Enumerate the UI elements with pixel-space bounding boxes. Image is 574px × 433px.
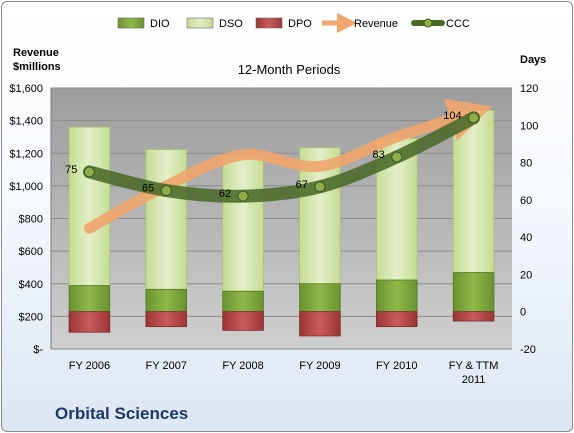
left-tick-label: $1,000 <box>9 181 43 193</box>
ccc-point <box>237 190 249 202</box>
left-tick-label: $1,600 <box>9 83 43 95</box>
dpo-bar <box>222 311 264 331</box>
ccc-data-label: 67 <box>296 179 308 191</box>
legend-label: Revenue <box>354 18 398 30</box>
category-label: 2011 <box>462 374 486 386</box>
left-axis-label-line2: $millions <box>13 61 61 73</box>
legend-swatch <box>255 17 283 29</box>
legend-label: DSO <box>219 18 243 30</box>
dio-bar <box>222 290 264 313</box>
ccc-point <box>83 166 95 178</box>
dso-bar <box>145 149 188 290</box>
left-axis-label-line1: Revenue <box>13 47 59 59</box>
ccc-data-label: 62 <box>219 188 231 200</box>
left-tick-label: $600 <box>19 246 43 258</box>
right-tick-label: 60 <box>520 195 532 207</box>
left-tick-label: $800 <box>19 214 43 226</box>
dpo-bar <box>299 311 341 337</box>
legend-label: CCC <box>446 18 470 30</box>
dpo-bar <box>375 311 418 328</box>
dio-bar <box>452 272 495 313</box>
ccc-data-label: 65 <box>142 183 154 195</box>
ccc-data-label: 75 <box>65 164 77 176</box>
ccc-point <box>391 151 403 163</box>
left-tick-label: $200 <box>19 311 43 323</box>
legend-marker <box>423 18 433 28</box>
legend-item-dio: DIO <box>117 17 170 30</box>
ccc-data-label: 104 <box>443 110 461 122</box>
ccc-point <box>468 112 480 124</box>
legend-swatch <box>186 17 214 29</box>
legend-label: DPO <box>288 18 312 30</box>
right-tick-label: 100 <box>520 120 538 132</box>
left-tick-label: $400 <box>19 279 43 291</box>
legend-swatch <box>117 17 145 29</box>
legend-item-ccc: CCC <box>411 18 470 30</box>
right-axis-label: Days <box>520 54 546 66</box>
category-label: FY 2010 <box>376 360 417 372</box>
right-tick-label: 40 <box>520 232 532 244</box>
legend-label: DIO <box>150 18 170 30</box>
right-tick-label: 0 <box>520 307 526 319</box>
dpo-bar <box>452 311 495 322</box>
dio-bar <box>68 285 111 313</box>
dio-bar <box>299 283 341 313</box>
dio-bar <box>375 279 418 313</box>
ccc-data-label: 83 <box>373 149 385 161</box>
legend-item-revenue: Revenue <box>322 13 398 33</box>
company-name: Orbital Sciences <box>55 404 189 423</box>
chart-title: 12-Month Periods <box>238 62 341 77</box>
right-tick-label: -20 <box>520 344 536 356</box>
category-label: FY 2009 <box>299 360 340 372</box>
right-tick-label: 20 <box>520 269 532 281</box>
dpo-bar <box>68 311 111 333</box>
category-label: FY 2006 <box>69 360 110 372</box>
right-tick-label: 120 <box>520 83 538 95</box>
ccc-point <box>160 185 172 197</box>
dso-bar <box>222 154 264 292</box>
dso-bar <box>68 126 111 287</box>
legend-item-dso: DSO <box>186 17 243 30</box>
left-tick-label: $1,400 <box>9 116 43 128</box>
right-tick-label: 80 <box>520 158 532 170</box>
category-label: FY 2007 <box>146 360 187 372</box>
category-label: FY & TTM <box>449 360 499 372</box>
ccc-point <box>314 181 326 193</box>
dio-bar <box>145 288 188 313</box>
left-tick-label: $- <box>33 344 43 356</box>
dpo-bar <box>145 311 188 328</box>
dso-bar <box>452 109 495 273</box>
left-tick-label: $1,200 <box>9 148 43 160</box>
legend-item-dpo: DPO <box>255 17 312 30</box>
category-label: FY 2008 <box>222 360 263 372</box>
